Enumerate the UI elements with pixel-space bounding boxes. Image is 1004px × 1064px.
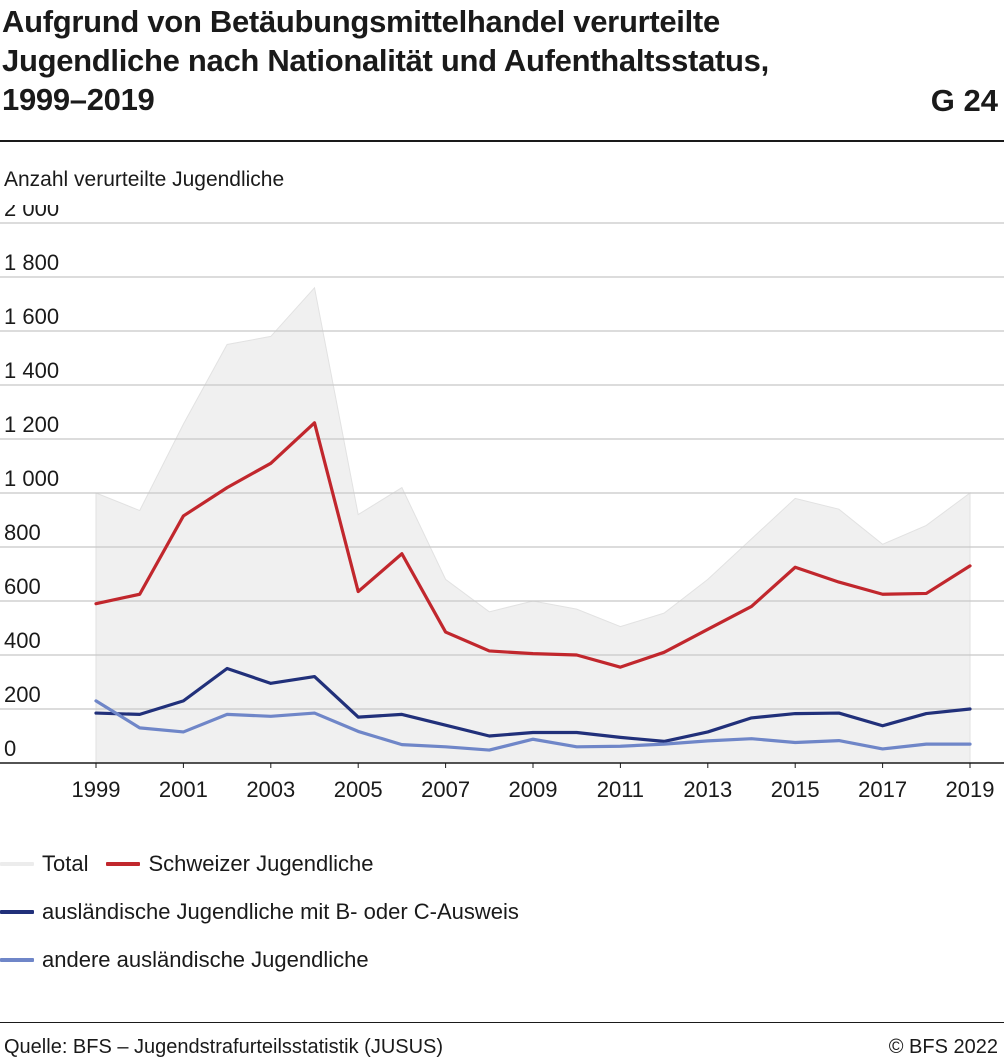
x-tick-label: 2017 bbox=[858, 777, 907, 802]
series-line-schweizer-jugendliche bbox=[94, 421, 972, 669]
x-tick-label: 2003 bbox=[246, 777, 295, 802]
y-tick-label: 1 400 bbox=[4, 358, 59, 383]
legend-label-total: Total bbox=[42, 851, 89, 876]
x-tick-label: 2015 bbox=[771, 777, 820, 802]
chart-title: Aufgrund von Betäubungsmittelhandel veru… bbox=[2, 2, 902, 119]
line-chart: 0 200 400 600 800 1 000 1 200 1 400 1 600 1 800 2 … bbox=[0, 205, 1004, 802]
legend-item-total: Total bbox=[0, 851, 88, 877]
y-tick-label: 1 000 bbox=[4, 466, 59, 491]
legend-swatch-total bbox=[0, 862, 34, 866]
legend-row-2: ausländische Jugendliche mit B- oder C-A… bbox=[0, 896, 537, 928]
y-tick-label: 2 000 bbox=[4, 205, 59, 221]
source-note: Quelle: BFS – Jugendstrafurteilsstatisti… bbox=[4, 1036, 444, 1058]
legend-swatch-schweizer bbox=[106, 862, 141, 866]
series-line-andere-ausl-ndische-jugendliche bbox=[94, 699, 972, 752]
x-tick-label: 2013 bbox=[683, 777, 732, 802]
legend-row-3: andere ausländische Jugendliche bbox=[0, 944, 387, 976]
legend-swatch-andere bbox=[0, 958, 34, 962]
x-tick-label: 2009 bbox=[509, 777, 558, 802]
legend-row-1: Total Schweizer Jugendliche bbox=[0, 848, 392, 880]
y-tick-label: 1 200 bbox=[4, 412, 59, 437]
x-tick-label: 2019 bbox=[946, 777, 995, 802]
legend-label-andere: andere ausländische Jugendliche bbox=[42, 947, 369, 972]
y-tick-label: 400 bbox=[4, 628, 41, 653]
series-line-ausl-ndische-jugendliche-mit-b-oder-c-ausweis bbox=[94, 666, 972, 744]
y-tick-label: 1 800 bbox=[4, 250, 59, 275]
x-tick-label: 1999 bbox=[72, 777, 121, 802]
bottom-divider bbox=[0, 1022, 1004, 1023]
legend-item-schweizer: Schweizer Jugendliche bbox=[106, 851, 374, 877]
y-tick-label: 200 bbox=[4, 682, 41, 707]
chart-title-line-3: 1999–2019 bbox=[2, 82, 155, 117]
y-axis-label: Anzahl verurteilte Jugendliche bbox=[4, 168, 285, 191]
y-tick-label: 600 bbox=[4, 574, 41, 599]
x-tick-label: 2011 bbox=[597, 777, 644, 802]
x-tick-label: 2001 bbox=[159, 777, 208, 802]
legend-label-b-c-ausweis: ausländische Jugendliche mit B- oder C-A… bbox=[42, 899, 519, 924]
legend-item-andere: andere ausländische Jugendliche bbox=[0, 947, 369, 973]
top-divider bbox=[0, 140, 1004, 142]
x-tick-label: 2005 bbox=[334, 777, 383, 802]
legend-label-schweizer: Schweizer Jugendliche bbox=[148, 851, 374, 876]
y-tick-label: 0 bbox=[4, 736, 16, 761]
y-tick-label: 1 600 bbox=[4, 304, 59, 329]
copyright-note: © BFS 2022 bbox=[888, 1036, 998, 1058]
chart-title-line-1: Aufgrund von Betäubungsmittelhandel veru… bbox=[2, 4, 720, 39]
y-tick-label: 800 bbox=[4, 520, 41, 545]
legend-swatch-b-c-ausweis bbox=[0, 910, 34, 914]
series-area-total bbox=[95, 286, 971, 764]
chart-code: G 24 bbox=[930, 83, 998, 118]
legend-item-b-c-ausweis: ausländische Jugendliche mit B- oder C-A… bbox=[0, 899, 519, 925]
x-tick-label: 2007 bbox=[421, 777, 470, 802]
chart-title-line-2: Jugendliche nach Nationalität und Aufent… bbox=[2, 43, 769, 78]
